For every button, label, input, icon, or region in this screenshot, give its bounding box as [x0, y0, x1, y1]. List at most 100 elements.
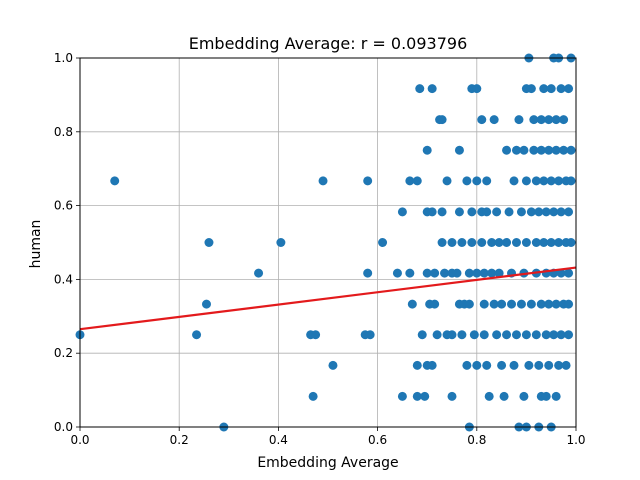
data-point: [276, 238, 286, 247]
data-point: [521, 176, 531, 186]
data-point: [516, 207, 526, 217]
data-point: [502, 330, 512, 340]
data-point: [110, 176, 120, 186]
data-point: [554, 176, 564, 186]
data-point: [437, 238, 447, 247]
data-point: [417, 330, 427, 340]
data-point: [519, 391, 529, 401]
data-point: [511, 330, 521, 340]
data-point: [521, 238, 531, 247]
data-point: [378, 238, 388, 247]
data-point: [544, 115, 554, 125]
data-point: [526, 84, 536, 94]
data-point: [482, 360, 492, 370]
x-tick-label: 0.8: [467, 433, 486, 447]
data-point: [454, 207, 464, 217]
data-point: [432, 330, 442, 340]
data-point: [536, 299, 546, 309]
data-point: [442, 176, 452, 186]
data-point: [447, 391, 457, 401]
x-axis-label: Embedding Average: [257, 455, 398, 471]
data-point: [554, 238, 564, 247]
data-point: [472, 360, 482, 370]
data-point: [559, 145, 569, 155]
data-point: [412, 391, 422, 401]
data-point: [427, 84, 437, 94]
data-point: [494, 268, 504, 278]
y-axis-ticks: 0.0 0.2 0.4 0.6 0.8 1.0: [54, 51, 80, 434]
y-tick-label: 0.2: [54, 346, 73, 360]
data-point: [454, 145, 464, 155]
data-point: [566, 238, 576, 247]
data-point: [397, 391, 407, 401]
data-point: [477, 238, 487, 247]
data-point: [526, 299, 536, 309]
data-point: [422, 268, 432, 278]
data-point: [531, 330, 541, 340]
data-point: [447, 238, 457, 247]
data-point: [492, 207, 502, 217]
data-point: [412, 176, 422, 186]
data-point: [564, 268, 574, 278]
data-point: [477, 115, 487, 125]
data-point: [502, 145, 512, 155]
data-point: [559, 115, 569, 125]
data-point: [544, 360, 554, 370]
data-point: [467, 207, 477, 217]
data-point: [566, 145, 576, 155]
data-point: [479, 330, 489, 340]
data-point: [519, 145, 529, 155]
data-point: [514, 115, 524, 125]
data-point: [534, 360, 544, 370]
data-point: [551, 391, 561, 401]
data-point: [551, 115, 561, 125]
data-point: [318, 176, 328, 186]
data-point: [457, 330, 467, 340]
x-tick-label: 0.0: [70, 433, 89, 447]
data-point: [511, 145, 521, 155]
data-point: [427, 207, 437, 217]
data-point: [499, 391, 509, 401]
data-point: [509, 360, 519, 370]
data-point: [524, 360, 534, 370]
y-tick-label: 0.0: [54, 420, 73, 434]
data-point: [479, 268, 489, 278]
data-point: [536, 115, 546, 125]
data-point: [487, 268, 497, 278]
data-point: [504, 207, 514, 217]
data-point: [507, 299, 517, 309]
data-point: [469, 330, 479, 340]
data-point: [467, 238, 477, 247]
data-point: [440, 268, 450, 278]
data-point: [531, 176, 541, 186]
x-tick-label: 0.4: [269, 433, 288, 447]
data-point: [546, 238, 556, 247]
data-point: [534, 207, 544, 217]
plot-frame: [79, 57, 577, 428]
data-point: [564, 330, 574, 340]
data-point: [422, 145, 432, 155]
y-tick-label: 0.8: [54, 125, 73, 139]
data-point: [415, 84, 425, 94]
data-point: [549, 207, 559, 217]
data-point: [397, 207, 407, 217]
data-point: [564, 207, 574, 217]
data-point: [412, 360, 422, 370]
data-point: [494, 238, 504, 247]
data-point: [430, 268, 440, 278]
data-point: [566, 176, 576, 186]
data-point: [492, 330, 502, 340]
data-point: [363, 268, 373, 278]
x-tick-label: 0.6: [368, 433, 387, 447]
data-point: [437, 115, 447, 125]
data-point: [479, 299, 489, 309]
data-point: [529, 145, 539, 155]
data-point: [487, 238, 497, 247]
data-point: [497, 299, 507, 309]
data-point: [546, 176, 556, 186]
data-point: [544, 299, 554, 309]
data-point: [539, 176, 549, 186]
data-point: [254, 268, 264, 278]
data-point: [420, 391, 430, 401]
data-point: [497, 360, 507, 370]
